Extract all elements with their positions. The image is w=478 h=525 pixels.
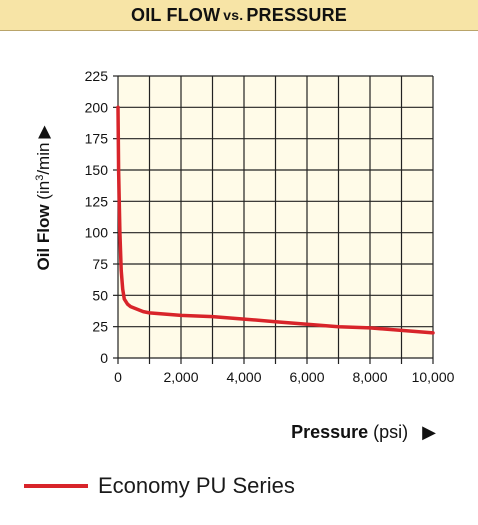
chart-title-vs: vs. (223, 7, 244, 23)
y-axis-label-unit-open: (in (34, 181, 53, 205)
chart-grid (113, 75, 434, 364)
y-axis-label-main: Oil Flow (34, 204, 53, 271)
x-tick-label: 6,000 (289, 369, 324, 385)
chart-title-part2: PRESSURE (246, 4, 347, 25)
y-axis-label: Oil Flow (in3/min ▶ (34, 125, 53, 271)
x-tick-label: 0 (114, 369, 122, 385)
x-tick-label: 2,000 (163, 369, 198, 385)
x-tick-labels: 0 2,000 4,000 6,000 8,000 10,000 (114, 369, 455, 385)
y-tick-label: 125 (85, 193, 109, 209)
y-tick-label: 75 (92, 256, 108, 272)
y-tick-label: 0 (100, 350, 108, 366)
x-axis-label-arrow: ▶ (422, 422, 436, 442)
legend: Economy PU Series (24, 470, 295, 502)
series-line-economy-pu (116, 105, 435, 335)
oil-flow-chart: 0 25 50 75 100 125 150 175 200 225 0 2,000 4,000 6,0… (34, 68, 455, 442)
y-tick-label: 200 (85, 99, 109, 115)
y-axis-label-arrow: ▶ (34, 125, 53, 139)
chart-title-part1: OIL FLOW (131, 4, 221, 25)
y-tick-label: 50 (92, 287, 108, 303)
x-tick-label: 4,000 (226, 369, 261, 385)
x-axis-label-unit: (psi) (368, 422, 408, 442)
y-tick-label: 25 (92, 319, 108, 335)
chart-title: OIL FLOW vs. PRESSURE (0, 0, 478, 31)
y-tick-label: 225 (85, 68, 109, 84)
y-tick-label: 150 (85, 162, 109, 178)
x-axis-label-main: Pressure (291, 422, 368, 442)
y-tick-label: 175 (85, 131, 109, 147)
x-axis-label: Pressure (psi) ▶ (291, 422, 436, 442)
plot-area (116, 105, 435, 335)
y-tick-labels: 0 25 50 75 100 125 150 175 200 225 (85, 68, 109, 366)
y-axis-label-unit-close: /min (34, 143, 53, 175)
x-tick-label: 10,000 (412, 369, 455, 385)
x-tick-label: 8,000 (352, 369, 387, 385)
legend-label: Economy PU Series (98, 473, 295, 498)
legend-swatch (24, 484, 88, 488)
y-axis-label-unit-sup: 3 (34, 175, 46, 181)
y-tick-label: 100 (85, 225, 109, 241)
